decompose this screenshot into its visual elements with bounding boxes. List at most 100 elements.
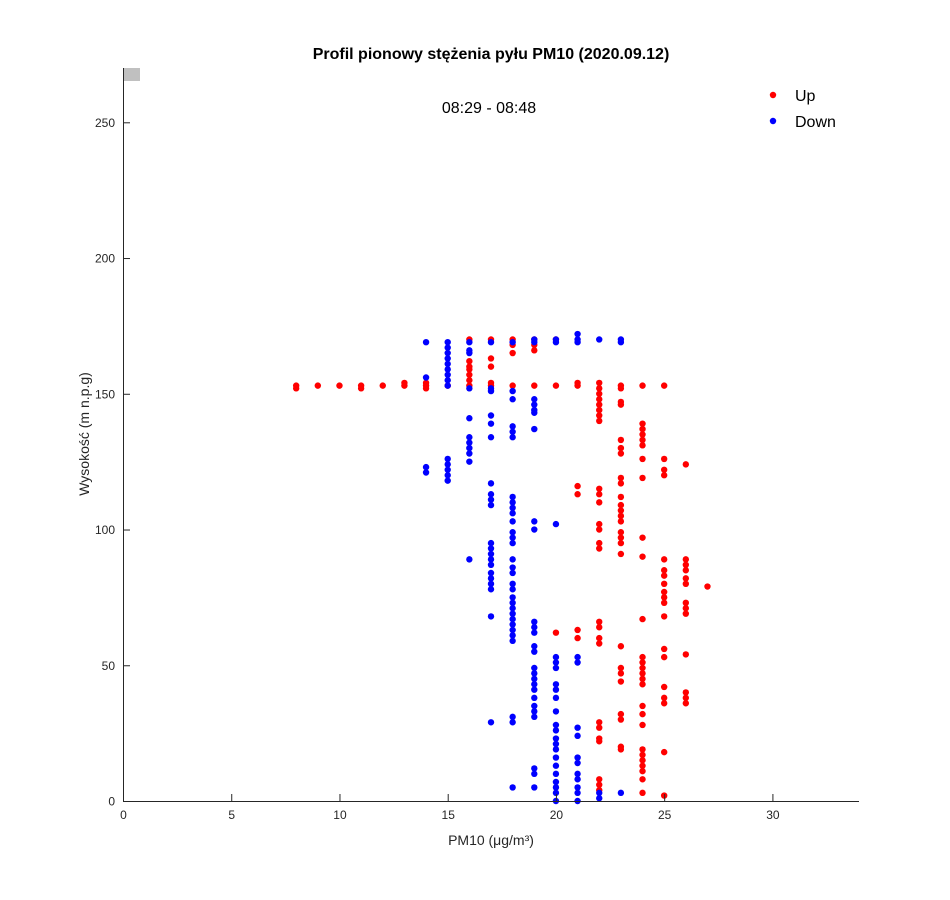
legend-marker-up: [769, 91, 777, 99]
data-point-up: [660, 588, 668, 596]
data-point-down: [466, 439, 473, 446]
data-point-up: [422, 379, 430, 387]
data-point-up: [574, 626, 581, 634]
y-tick-label: 100: [95, 523, 115, 537]
data-point-down: [574, 724, 581, 731]
data-point-down: [444, 461, 451, 468]
data-point-down: [509, 610, 516, 617]
y-tick-label: 50: [102, 659, 116, 673]
data-point-down: [466, 458, 473, 465]
data-point-down: [552, 778, 560, 786]
data-point-up: [617, 450, 625, 457]
data-points: [292, 330, 711, 805]
series-down: [422, 330, 625, 805]
data-point-up: [639, 436, 646, 444]
data-point-up: [509, 382, 516, 389]
data-point-down: [487, 491, 495, 498]
data-point-down: [531, 643, 538, 650]
data-point-up: [596, 781, 603, 788]
x-tick-label: 10: [333, 808, 347, 822]
data-point-down: [531, 338, 538, 346]
data-point-down: [422, 374, 430, 381]
data-point-down: [444, 455, 451, 463]
data-point-up: [639, 553, 646, 560]
chart-title: Profil pionowy stężenia pyłu PM10 (2020.…: [313, 46, 670, 63]
data-point-up: [682, 461, 690, 468]
y-tick-label: 0: [108, 795, 115, 809]
chart-subtitle: 08:29 - 08:48: [442, 100, 536, 117]
data-point-down: [552, 338, 560, 346]
data-point-up: [660, 556, 668, 563]
data-point-up: [660, 599, 668, 607]
data-point-up: [639, 425, 646, 433]
data-point-down: [552, 653, 560, 661]
data-point-up: [639, 702, 646, 710]
data-point-down: [487, 586, 495, 593]
data-point-up: [596, 499, 603, 506]
data-point-down: [574, 754, 581, 761]
data-point-up: [596, 640, 603, 647]
data-point-down: [552, 721, 560, 729]
data-point-down: [552, 659, 560, 666]
data-point-down: [552, 740, 560, 748]
data-point-down: [531, 618, 538, 626]
legend: Up Down: [769, 88, 836, 131]
data-point-up: [660, 466, 668, 473]
data-point-up: [682, 700, 690, 707]
data-point-down: [531, 409, 538, 416]
data-point-down: [574, 653, 581, 661]
data-point-up: [617, 474, 625, 482]
data-point-up: [596, 485, 603, 492]
data-point-down: [466, 338, 473, 346]
data-point-down: [552, 727, 560, 734]
data-point-down: [509, 499, 516, 506]
data-point-down: [531, 629, 538, 636]
data-point-down: [552, 664, 560, 672]
data-point-up: [639, 659, 646, 666]
data-point-down: [552, 754, 560, 761]
data-point-down: [531, 770, 538, 778]
data-point-down: [552, 520, 560, 528]
data-point-up: [617, 444, 625, 452]
data-point-up: [639, 534, 646, 541]
data-point-up: [682, 580, 690, 588]
x-tick-label: 0: [120, 808, 127, 822]
data-point-down: [509, 564, 516, 571]
data-point-up: [531, 347, 538, 354]
data-point-up: [596, 379, 603, 387]
data-point-up: [596, 719, 603, 726]
data-point-down: [487, 580, 495, 588]
data-point-up: [596, 776, 603, 783]
y-axis-label: Wysokość (m n.p.g): [76, 372, 92, 496]
data-point-down: [552, 784, 560, 791]
data-point-up: [639, 681, 646, 688]
data-point-up: [639, 746, 646, 753]
data-point-down: [444, 477, 451, 484]
data-point-down: [574, 776, 581, 783]
data-point-down: [509, 719, 516, 726]
data-point-up: [574, 491, 581, 498]
data-point-up: [596, 491, 603, 498]
data-point-up: [639, 776, 646, 783]
data-point-down: [422, 463, 430, 471]
data-point-up: [574, 382, 581, 389]
data-point-up: [639, 670, 646, 677]
data-point-up: [617, 678, 625, 685]
data-point-down: [531, 401, 538, 408]
data-point-up: [596, 390, 603, 397]
data-point-down: [574, 330, 581, 338]
data-point-down: [509, 510, 516, 517]
data-point-down: [509, 599, 516, 607]
data-point-down: [444, 360, 451, 368]
data-point-down: [574, 759, 581, 767]
data-point-down: [487, 575, 495, 582]
data-point-down: [552, 681, 560, 688]
data-point-down: [509, 569, 516, 577]
data-point-down: [531, 425, 538, 433]
data-point-up: [639, 431, 646, 438]
data-point-up: [660, 694, 668, 702]
data-point-up: [660, 683, 668, 691]
data-point-down: [466, 349, 473, 357]
data-point-up: [574, 482, 581, 490]
